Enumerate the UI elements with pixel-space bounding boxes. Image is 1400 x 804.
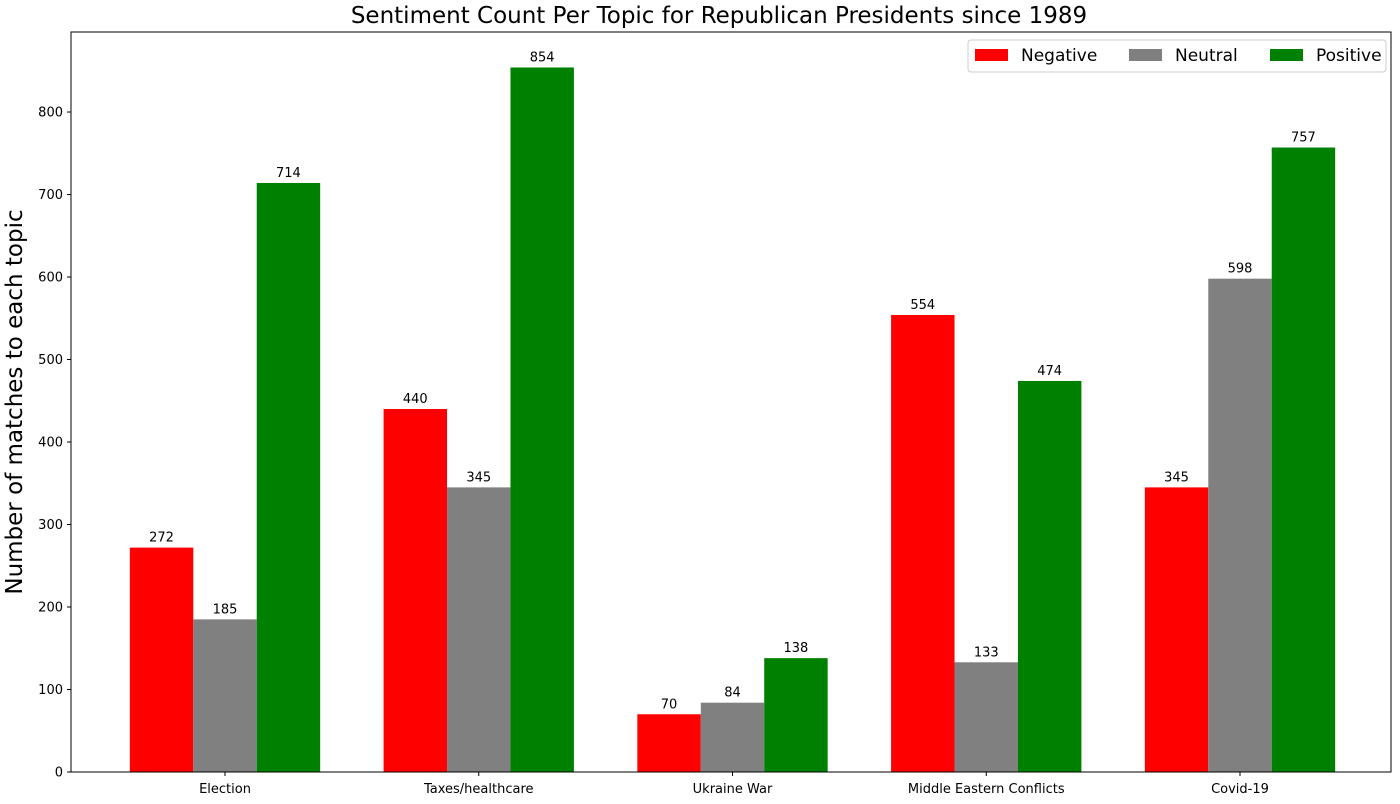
y-tick-label-7: 700 xyxy=(38,188,63,203)
bar-negative-0 xyxy=(129,547,194,772)
bar-positive-3 xyxy=(1017,380,1082,772)
data-label-negative-3: 554 xyxy=(910,298,935,313)
bar-neutral-2 xyxy=(700,702,765,772)
legend-swatch-neutral xyxy=(1129,49,1162,61)
bar-negative-4 xyxy=(1144,487,1209,772)
x-tick-label-2: Ukraine War xyxy=(693,782,773,797)
y-tick-label-0: 0 xyxy=(55,766,63,781)
axes-frame xyxy=(70,31,1392,773)
bar-neutral-1 xyxy=(447,487,511,772)
data-label-neutral-0: 185 xyxy=(213,602,238,617)
y-tick-label-2: 200 xyxy=(38,601,63,616)
data-label-positive-0: 714 xyxy=(276,166,301,181)
legend-swatch-positive xyxy=(1270,49,1303,61)
x-tick-label-0: Election xyxy=(199,782,251,797)
data-label-neutral-3: 133 xyxy=(974,645,999,660)
legend: Negative Neutral Positive xyxy=(967,39,1387,73)
bar-positive-4 xyxy=(1271,147,1336,772)
bar-negative-2 xyxy=(637,714,701,772)
data-label-neutral-2: 84 xyxy=(724,686,741,701)
bar-positive-2 xyxy=(764,658,828,772)
bar-positive-0 xyxy=(256,182,321,773)
y-tick-label-5: 500 xyxy=(38,353,63,368)
data-label-negative-0: 272 xyxy=(149,531,174,546)
data-label-negative-4: 345 xyxy=(1164,470,1189,485)
data-label-negative-2: 70 xyxy=(661,697,678,712)
data-label-neutral-1: 345 xyxy=(466,470,491,485)
y-tick-label-1: 100 xyxy=(38,683,63,698)
data-label-positive-2: 138 xyxy=(784,641,809,656)
x-tick-label-3: Middle Eastern Conflicts xyxy=(908,782,1065,797)
bar-neutral-0 xyxy=(193,619,257,772)
legend-frame xyxy=(967,39,1387,73)
y-tick-label-4: 400 xyxy=(38,436,63,451)
data-label-positive-3: 474 xyxy=(1037,364,1062,379)
y-tick-label-6: 600 xyxy=(38,271,63,286)
plot-area: 272 185 714 Election 440 345 854 Taxes/healthca… xyxy=(38,31,1392,797)
legend-label-negative: Negative xyxy=(1021,46,1097,66)
bar-negative-3 xyxy=(891,314,955,772)
x-tick-label-4: Covid-19 xyxy=(1211,782,1269,797)
data-label-positive-1: 854 xyxy=(530,50,555,65)
chart-title: Sentiment Count Per Topic for Republican… xyxy=(351,3,1087,29)
data-label-positive-4: 757 xyxy=(1291,131,1316,146)
data-label-neutral-4: 598 xyxy=(1228,262,1253,277)
bar-neutral-4 xyxy=(1208,278,1272,772)
bar-neutral-3 xyxy=(954,662,1018,772)
legend-label-neutral: Neutral xyxy=(1175,46,1238,66)
x-tick-label-1: Taxes/healthcare xyxy=(423,782,534,797)
y-tick-label-8: 800 xyxy=(38,106,63,121)
legend-label-positive: Positive xyxy=(1316,46,1382,66)
legend-swatch-negative xyxy=(975,49,1008,61)
y-tick-label-3: 300 xyxy=(38,518,63,533)
bar-positive-1 xyxy=(510,67,574,773)
y-axis-label: Number of matches to each topic xyxy=(2,209,28,594)
bar-negative-1 xyxy=(383,409,448,772)
data-label-negative-1: 440 xyxy=(403,392,428,407)
